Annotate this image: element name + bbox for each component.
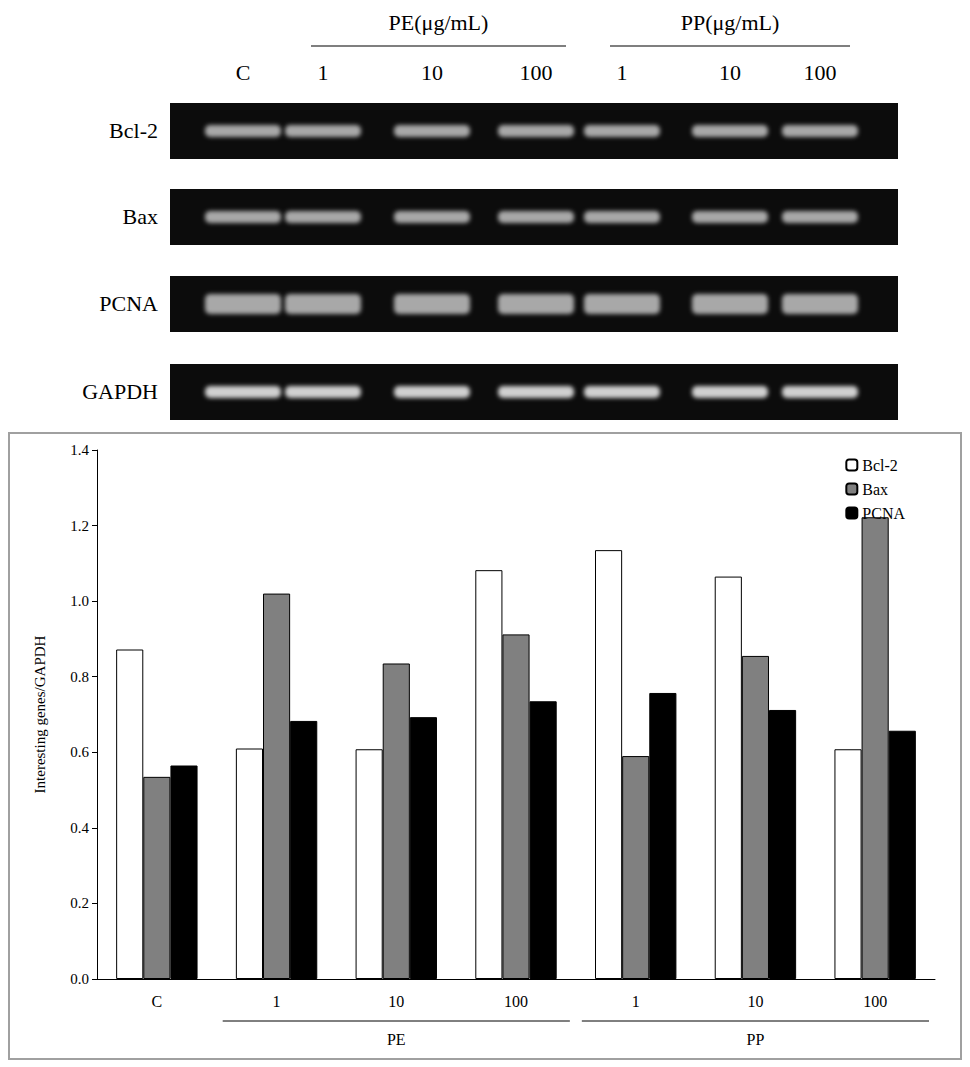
- svg-text:1: 1: [318, 60, 329, 85]
- svg-text:100: 100: [804, 60, 837, 85]
- svg-text:1: 1: [273, 993, 281, 1010]
- svg-text:1: 1: [632, 993, 640, 1010]
- svg-text:1: 1: [617, 60, 628, 85]
- svg-text:PCNA: PCNA: [862, 505, 905, 522]
- svg-text:0.0: 0.0: [70, 971, 89, 987]
- svg-text:PP(μg/mL): PP(μg/mL): [681, 10, 780, 35]
- svg-text:PE: PE: [387, 1031, 406, 1048]
- svg-text:1.0: 1.0: [70, 593, 89, 609]
- svg-text:100: 100: [520, 60, 553, 85]
- svg-text:Bax: Bax: [862, 481, 888, 498]
- svg-text:1.4: 1.4: [70, 442, 89, 458]
- svg-text:Interesting genes/GAPDH: Interesting genes/GAPDH: [32, 635, 48, 793]
- svg-text:C: C: [236, 60, 251, 85]
- svg-text:100: 100: [863, 993, 887, 1010]
- svg-text:10: 10: [388, 993, 404, 1010]
- svg-text:0.8: 0.8: [70, 669, 89, 685]
- svg-text:10: 10: [421, 60, 443, 85]
- svg-text:0.4: 0.4: [70, 820, 89, 836]
- svg-text:1.2: 1.2: [70, 518, 89, 534]
- svg-text:C: C: [152, 993, 163, 1010]
- svg-text:PCNA: PCNA: [99, 291, 158, 316]
- svg-text:0.2: 0.2: [70, 895, 89, 911]
- svg-text:Bcl-2: Bcl-2: [862, 457, 898, 474]
- svg-text:10: 10: [719, 60, 741, 85]
- svg-text:10: 10: [747, 993, 763, 1010]
- svg-text:Bax: Bax: [123, 204, 158, 229]
- svg-text:PE(μg/mL): PE(μg/mL): [389, 10, 489, 35]
- svg-text:PP: PP: [747, 1031, 765, 1048]
- svg-text:Bcl-2: Bcl-2: [109, 118, 158, 143]
- svg-text:0.6: 0.6: [70, 744, 89, 760]
- svg-text:100: 100: [504, 993, 528, 1010]
- svg-text:GAPDH: GAPDH: [82, 379, 158, 404]
